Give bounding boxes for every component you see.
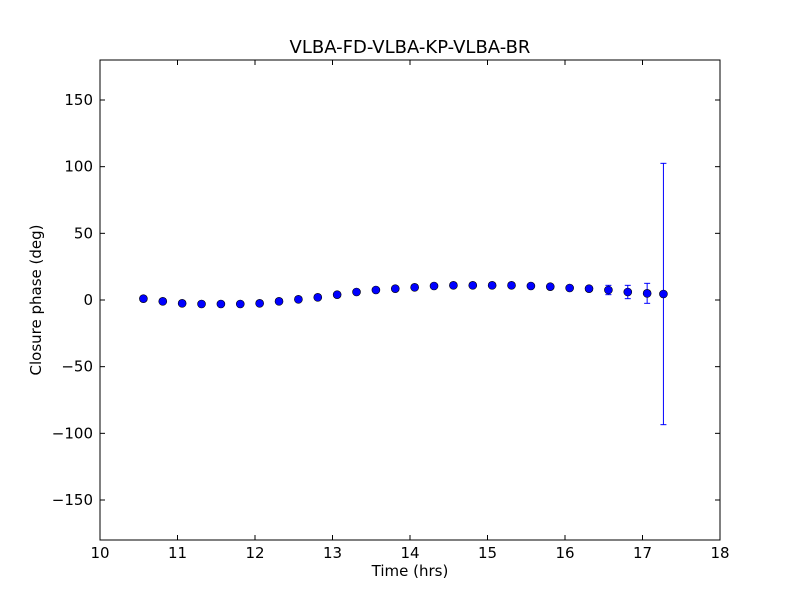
data-point — [216, 299, 226, 309]
point-marker — [545, 282, 555, 291]
data-point — [449, 281, 458, 290]
x-tick-label: 14 — [400, 544, 419, 562]
data-point — [390, 284, 400, 293]
x-tick-label: 12 — [245, 544, 264, 562]
data-point — [158, 297, 168, 306]
data-point — [623, 284, 633, 300]
point-marker — [274, 297, 284, 306]
data-point — [565, 283, 574, 293]
point-marker — [604, 285, 613, 295]
data-point — [659, 162, 668, 426]
data-point — [604, 284, 613, 296]
y-tick-label: 0 — [83, 291, 93, 309]
data-point — [487, 281, 497, 290]
data-point — [371, 285, 381, 295]
x-tick-label: 13 — [323, 544, 342, 562]
point-marker — [449, 281, 458, 290]
data-point — [255, 299, 264, 308]
data-point — [584, 284, 594, 293]
y-tick-label: −150 — [52, 491, 93, 509]
y-axis-label: Closure phase (deg) — [27, 225, 45, 376]
point-marker — [565, 283, 574, 293]
data-point — [507, 281, 516, 290]
x-tick-label: 15 — [478, 544, 497, 562]
y-axis-ticks: −150 −100 −50 0 50 100 150 — [52, 91, 720, 509]
data-point — [642, 282, 652, 304]
data-point — [139, 294, 148, 303]
y-tick-label: 50 — [74, 224, 93, 242]
y-tick-label: −50 — [61, 358, 93, 376]
point-marker — [429, 281, 439, 291]
data-point — [235, 299, 245, 309]
point-marker — [623, 287, 633, 297]
data-point — [545, 282, 555, 291]
data-point — [274, 297, 284, 306]
y-tick-label: 100 — [64, 158, 93, 176]
point-marker — [507, 281, 516, 290]
x-tick-label: 11 — [168, 544, 187, 562]
point-marker — [659, 289, 668, 299]
point-marker — [487, 281, 497, 290]
data-point — [313, 293, 323, 302]
data-point — [177, 299, 187, 308]
point-marker — [313, 293, 323, 302]
plot-frame — [99, 59, 721, 541]
x-axis-ticks: 10 11 12 13 14 15 16 17 18 — [90, 60, 730, 562]
data-point — [410, 283, 419, 292]
data-point — [429, 281, 439, 291]
data-point — [468, 281, 478, 290]
point-marker — [197, 299, 206, 309]
data-points — [139, 162, 668, 426]
point-marker — [352, 287, 361, 297]
data-point — [197, 299, 206, 309]
data-point — [332, 290, 342, 299]
point-marker — [294, 295, 303, 304]
data-point — [352, 287, 361, 297]
x-tick-label: 10 — [90, 544, 109, 562]
x-tick-label: 16 — [555, 544, 574, 562]
data-point — [526, 281, 536, 291]
point-marker — [390, 284, 400, 293]
point-marker — [584, 284, 594, 293]
point-marker — [332, 290, 342, 299]
y-tick-label: 150 — [64, 91, 93, 109]
x-axis-label: Time (hrs) — [371, 562, 449, 580]
point-marker — [255, 299, 264, 308]
x-tick-label: 17 — [633, 544, 652, 562]
point-marker — [139, 294, 148, 303]
point-marker — [177, 299, 187, 308]
point-marker — [642, 289, 652, 298]
point-marker — [371, 285, 381, 295]
data-point — [294, 295, 303, 304]
point-marker — [216, 299, 226, 309]
point-marker — [235, 299, 245, 309]
chart-title: VLBA-FD-VLBA-KP-VLBA-BR — [290, 37, 531, 58]
y-tick-label: −100 — [52, 424, 93, 442]
point-marker — [526, 281, 536, 291]
point-marker — [158, 297, 168, 306]
point-marker — [410, 283, 419, 292]
plot-area — [100, 60, 720, 540]
point-marker — [468, 281, 478, 290]
x-tick-label: 18 — [710, 544, 729, 562]
